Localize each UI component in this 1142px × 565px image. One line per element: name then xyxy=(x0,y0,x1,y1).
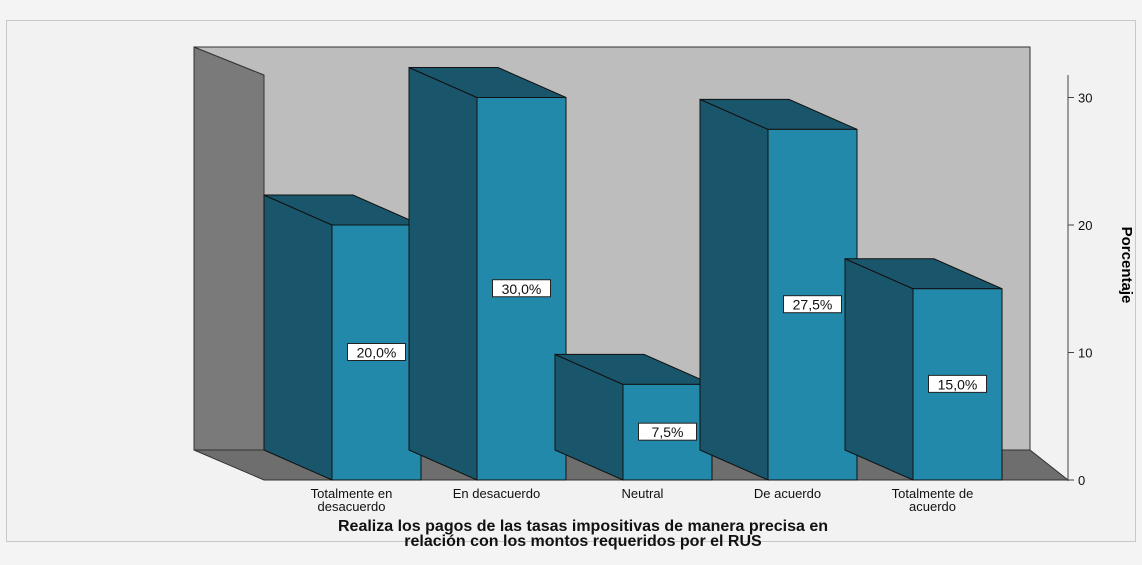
category-label: De acuerdo xyxy=(754,486,821,501)
data-label: 27,5% xyxy=(783,295,842,314)
x-axis-title-line: relación con los montos requeridos por e… xyxy=(404,533,762,550)
x-axis-title: Realiza los pagos de las tasas impositiv… xyxy=(338,518,828,550)
category-label: Totalmente en desacuerdo xyxy=(311,486,393,514)
category-label-line: Neutral xyxy=(622,486,664,501)
data-label-box xyxy=(783,295,842,314)
category-label-line: acuerdo xyxy=(909,499,956,514)
category-label: Totalmente de acuerdo xyxy=(892,486,974,514)
y-tick-label: 0 xyxy=(1078,473,1085,488)
x-axis-title-text: Realiza los pagos de las tasas impositiv… xyxy=(338,518,828,550)
data-label-text: 20,0% xyxy=(357,345,397,361)
bar xyxy=(699,98,858,481)
data-label: 20,0% xyxy=(347,343,406,361)
category-label-line: Totalmente de xyxy=(892,486,974,501)
data-label-box xyxy=(928,374,987,393)
data-label: 15,0% xyxy=(928,374,987,393)
data-label-box xyxy=(347,343,406,361)
y-axis: 0 10 20 30 xyxy=(1067,75,1092,488)
bar-side xyxy=(408,66,478,481)
data-labels: 20,0% 30,0% 7,5% 27,5% 15,0% xyxy=(347,279,987,441)
data-label-text: 7,5% xyxy=(652,424,684,440)
bar-side xyxy=(699,98,769,481)
bar xyxy=(844,257,1003,481)
bar-side xyxy=(263,194,333,481)
bar xyxy=(408,66,567,481)
bar xyxy=(263,194,422,481)
x-axis-title-line: Realiza los pagos de las tasas impositiv… xyxy=(338,518,828,535)
y-tick-label: 20 xyxy=(1078,218,1092,233)
y-axis-title: Porcentaje xyxy=(1118,227,1135,304)
bar-side xyxy=(844,257,914,481)
data-label: 7,5% xyxy=(638,422,697,441)
category-label: Neutral xyxy=(622,486,664,501)
data-label-text: 15,0% xyxy=(938,376,978,392)
y-tick-label: 10 xyxy=(1078,346,1092,361)
category-label-line: En desacuerdo xyxy=(453,486,540,501)
category-label-line: Totalmente en xyxy=(311,486,393,501)
side-wall xyxy=(193,46,265,451)
data-label-text: 30,0% xyxy=(502,281,542,297)
category-label-line: desacuerdo xyxy=(318,499,386,514)
data-label-box xyxy=(492,279,551,298)
y-tick-label: 30 xyxy=(1078,91,1092,106)
data-label-box xyxy=(638,422,697,441)
category-label: En desacuerdo xyxy=(453,486,540,501)
category-label-line: De acuerdo xyxy=(754,486,821,501)
data-label-text: 27,5% xyxy=(793,297,833,313)
data-label: 30,0% xyxy=(492,279,551,298)
bars-group xyxy=(263,66,1003,481)
category-labels: Totalmente en desacuerdo En desacuerdo Neut… xyxy=(311,486,974,514)
